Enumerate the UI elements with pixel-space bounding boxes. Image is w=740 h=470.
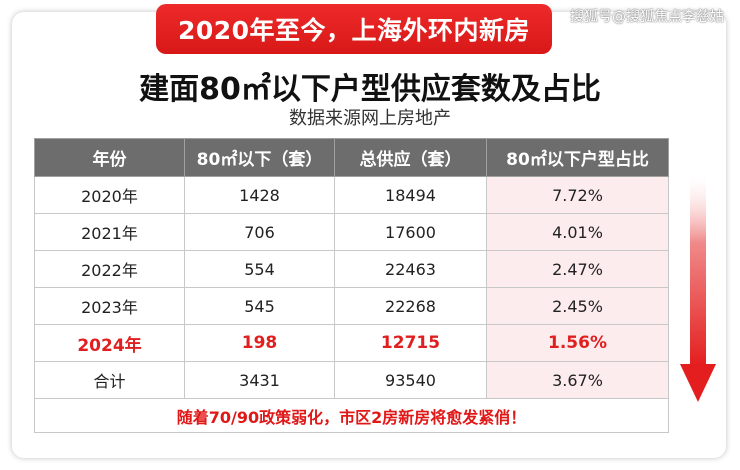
table-row: 2021年 706 17600 4.01% bbox=[34, 213, 669, 251]
year-cell: 2022年 bbox=[34, 250, 185, 288]
year-cell: 2021年 bbox=[34, 213, 185, 251]
total-supply-cell: 12715 bbox=[334, 324, 487, 362]
table-row-highlighted: 2024年 198 12715 1.56% bbox=[34, 324, 669, 362]
share-cell: 2.45% bbox=[486, 287, 669, 325]
header-small-units: 80㎡以下（套） bbox=[184, 138, 335, 177]
table-header-row: 年份 80㎡以下（套） 总供应（套） 80㎡以下户型占比 bbox=[34, 138, 669, 177]
small-units-cell: 554 bbox=[184, 250, 335, 288]
year-cell: 2023年 bbox=[34, 287, 185, 325]
header-share: 80㎡以下户型占比 bbox=[486, 138, 669, 177]
total-supply-cell: 22463 bbox=[334, 250, 487, 288]
down-arrow-icon bbox=[680, 176, 716, 402]
banner: 2020年至今，上海外环内新房 bbox=[156, 4, 552, 54]
share-cell: 1.56% bbox=[486, 324, 669, 362]
total-supply-cell: 18494 bbox=[334, 176, 487, 214]
footnote: 随着70/90政策弱化，市区2房新房将愈发紧俏！ bbox=[34, 398, 669, 433]
year-cell: 2020年 bbox=[34, 176, 185, 214]
table-row: 2022年 554 22463 2.47% bbox=[34, 250, 669, 288]
chart-title: 建面80㎡以下户型供应套数及占比 bbox=[139, 72, 601, 107]
table-row: 2020年 1428 18494 7.72% bbox=[34, 176, 669, 214]
header-year: 年份 bbox=[34, 138, 185, 177]
small-units-cell: 1428 bbox=[184, 176, 335, 214]
share-cell: 3.67% bbox=[486, 361, 669, 399]
table-row-total: 合计 3431 93540 3.67% bbox=[34, 361, 669, 399]
year-cell: 合计 bbox=[34, 361, 185, 399]
supply-table: 年份 80㎡以下（套） 总供应（套） 80㎡以下户型占比 2020年 1428 … bbox=[34, 138, 669, 433]
header-total-supply: 总供应（套） bbox=[334, 138, 487, 177]
year-cell: 2024年 bbox=[34, 324, 185, 362]
table-footnote-row: 随着70/90政策弱化，市区2房新房将愈发紧俏！ bbox=[34, 398, 669, 433]
small-units-cell: 545 bbox=[184, 287, 335, 325]
chart-subtitle: 数据来源网上房地产 bbox=[289, 108, 451, 129]
share-cell: 7.72% bbox=[486, 176, 669, 214]
share-cell: 4.01% bbox=[486, 213, 669, 251]
watermark: 搜狐号@搜狐焦点李慈姑 bbox=[570, 9, 724, 25]
share-cell: 2.47% bbox=[486, 250, 669, 288]
small-units-cell: 3431 bbox=[184, 361, 335, 399]
table-body: 2020年 1428 18494 7.72% 2021年 706 17600 4… bbox=[34, 176, 669, 433]
total-supply-cell: 93540 bbox=[334, 361, 487, 399]
total-supply-cell: 17600 bbox=[334, 213, 487, 251]
table-row: 2023年 545 22268 2.45% bbox=[34, 287, 669, 325]
total-supply-cell: 22268 bbox=[334, 287, 487, 325]
small-units-cell: 706 bbox=[184, 213, 335, 251]
small-units-cell: 198 bbox=[184, 324, 335, 362]
